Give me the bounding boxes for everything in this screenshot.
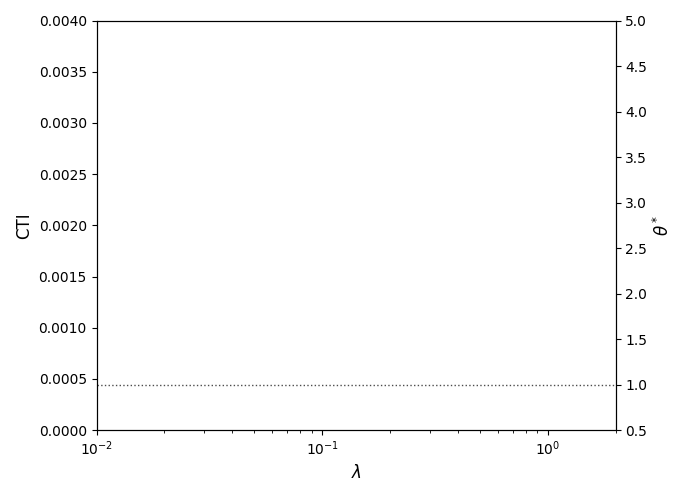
X-axis label: $\lambda$: $\lambda$ [351,464,361,482]
$\theta^*$ [567,382,575,388]
$\theta^*$ [585,382,594,388]
Y-axis label: CTI: CTI [15,212,33,239]
$\theta^*$ [230,382,239,388]
$\theta^*$ [92,382,100,388]
Text: CTI$_0$ ($\theta_0 = 0.61$): CTI$_0$ ($\theta_0 = 0.61$) [0,496,1,497]
Y-axis label: $\theta^*$: $\theta^*$ [653,215,673,236]
$\theta^*$ [612,382,620,388]
$\theta^*$ [189,382,197,388]
$\theta^*$ [124,382,132,388]
$\theta^*$ [114,382,122,388]
